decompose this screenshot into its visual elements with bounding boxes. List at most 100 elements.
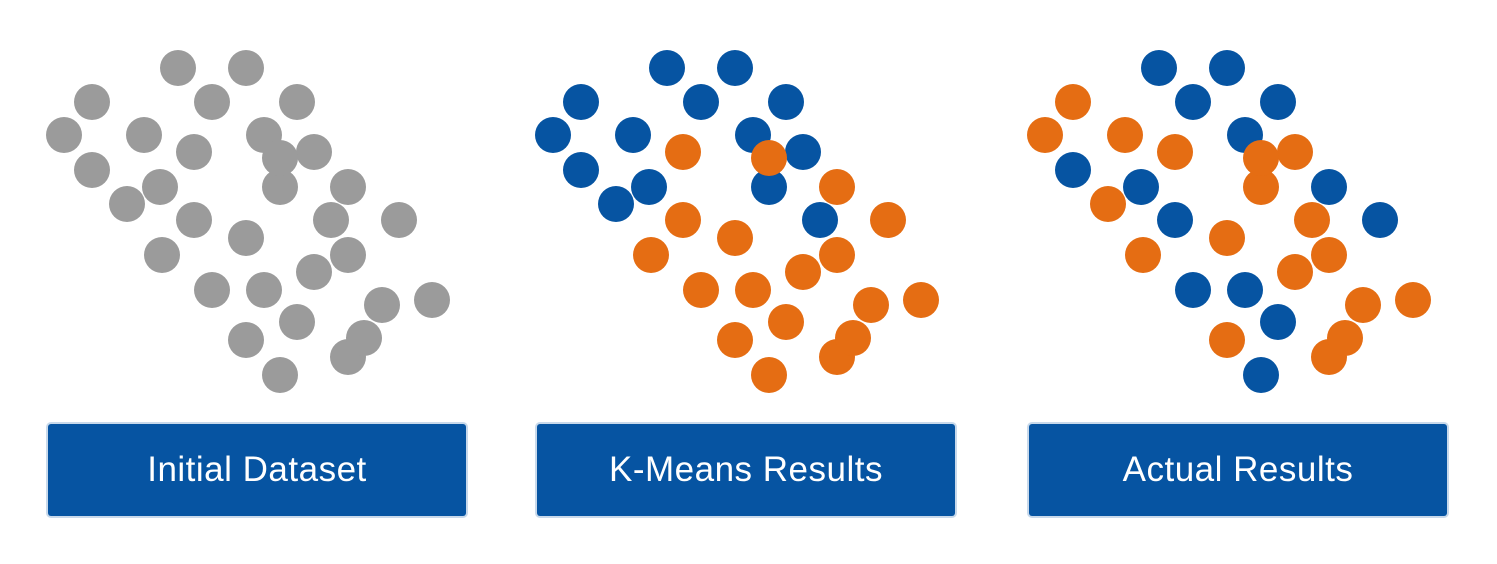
data-point-orange bbox=[1311, 237, 1347, 273]
data-point-orange bbox=[1345, 287, 1381, 323]
data-point-gray bbox=[381, 202, 417, 238]
data-point-orange bbox=[903, 282, 939, 318]
data-point-blue bbox=[615, 117, 651, 153]
data-point-gray bbox=[279, 84, 315, 120]
data-point-blue bbox=[1175, 84, 1211, 120]
data-point-gray bbox=[126, 117, 162, 153]
data-point-blue bbox=[563, 84, 599, 120]
data-point-blue bbox=[1362, 202, 1398, 238]
data-point-orange bbox=[1243, 169, 1279, 205]
data-point-orange bbox=[1107, 117, 1143, 153]
data-point-gray bbox=[194, 84, 230, 120]
data-point-blue bbox=[683, 84, 719, 120]
data-point-blue bbox=[751, 169, 787, 205]
data-point-orange bbox=[835, 320, 871, 356]
data-point-blue bbox=[1055, 152, 1091, 188]
data-point-orange bbox=[717, 322, 753, 358]
data-point-gray bbox=[313, 202, 349, 238]
data-point-gray bbox=[279, 304, 315, 340]
data-point-blue bbox=[1123, 169, 1159, 205]
data-point-gray bbox=[228, 322, 264, 358]
data-point-blue bbox=[1175, 272, 1211, 308]
data-point-gray bbox=[74, 84, 110, 120]
data-point-blue bbox=[598, 186, 634, 222]
data-point-gray bbox=[296, 254, 332, 290]
data-point-gray bbox=[262, 169, 298, 205]
data-point-blue bbox=[563, 152, 599, 188]
data-point-gray bbox=[228, 220, 264, 256]
data-point-blue bbox=[649, 50, 685, 86]
data-point-blue bbox=[717, 50, 753, 86]
data-point-blue bbox=[535, 117, 571, 153]
data-point-orange bbox=[751, 140, 787, 176]
data-point-gray bbox=[262, 140, 298, 176]
data-point-orange bbox=[785, 254, 821, 290]
data-point-blue bbox=[802, 202, 838, 238]
data-point-orange bbox=[1327, 320, 1363, 356]
data-point-orange bbox=[1090, 186, 1126, 222]
data-point-gray bbox=[364, 287, 400, 323]
data-point-gray bbox=[194, 272, 230, 308]
data-point-blue bbox=[1260, 304, 1296, 340]
data-point-orange bbox=[1125, 237, 1161, 273]
data-point-orange bbox=[1209, 220, 1245, 256]
data-point-gray bbox=[109, 186, 145, 222]
data-point-orange bbox=[870, 202, 906, 238]
data-point-gray bbox=[296, 134, 332, 170]
data-point-orange bbox=[1209, 322, 1245, 358]
data-point-orange bbox=[1055, 84, 1091, 120]
panel-initial-dataset: Initial Dataset bbox=[46, 0, 466, 564]
data-point-gray bbox=[176, 134, 212, 170]
data-point-blue bbox=[1227, 272, 1263, 308]
data-point-blue bbox=[768, 84, 804, 120]
data-point-orange bbox=[665, 134, 701, 170]
data-point-gray bbox=[330, 169, 366, 205]
data-point-orange bbox=[1294, 202, 1330, 238]
data-point-orange bbox=[665, 202, 701, 238]
data-point-gray bbox=[176, 202, 212, 238]
panel-actual-results: Actual Results bbox=[1027, 0, 1447, 564]
data-point-orange bbox=[683, 272, 719, 308]
data-point-orange bbox=[633, 237, 669, 273]
panel-kmeans-results: K-Means Results bbox=[535, 0, 955, 564]
data-point-orange bbox=[1277, 134, 1313, 170]
data-point-orange bbox=[751, 357, 787, 393]
data-point-gray bbox=[74, 152, 110, 188]
data-point-orange bbox=[1157, 134, 1193, 170]
data-point-orange bbox=[717, 220, 753, 256]
data-point-gray bbox=[160, 50, 196, 86]
data-point-blue bbox=[1141, 50, 1177, 86]
data-point-gray bbox=[346, 320, 382, 356]
data-point-orange bbox=[1027, 117, 1063, 153]
data-point-orange bbox=[735, 272, 771, 308]
label-kmeans-results: K-Means Results bbox=[537, 424, 955, 516]
data-point-blue bbox=[631, 169, 667, 205]
data-point-gray bbox=[414, 282, 450, 318]
data-point-gray bbox=[262, 357, 298, 393]
data-point-blue bbox=[1243, 357, 1279, 393]
label-actual-results: Actual Results bbox=[1029, 424, 1447, 516]
data-point-blue bbox=[1260, 84, 1296, 120]
data-point-orange bbox=[853, 287, 889, 323]
data-point-gray bbox=[142, 169, 178, 205]
data-point-orange bbox=[1277, 254, 1313, 290]
data-point-blue bbox=[1157, 202, 1193, 238]
data-point-orange bbox=[1395, 282, 1431, 318]
data-point-gray bbox=[144, 237, 180, 273]
data-point-gray bbox=[46, 117, 82, 153]
scatter-actual-results bbox=[1027, 50, 1431, 393]
data-point-orange bbox=[1243, 140, 1279, 176]
data-point-gray bbox=[330, 237, 366, 273]
data-point-blue bbox=[1209, 50, 1245, 86]
data-point-gray bbox=[228, 50, 264, 86]
data-point-gray bbox=[246, 272, 282, 308]
scatter-kmeans-results bbox=[535, 50, 939, 393]
data-point-orange bbox=[819, 237, 855, 273]
data-point-orange bbox=[819, 169, 855, 205]
data-point-blue bbox=[1311, 169, 1347, 205]
data-point-orange bbox=[768, 304, 804, 340]
data-point-blue bbox=[785, 134, 821, 170]
label-initial-dataset: Initial Dataset bbox=[48, 424, 466, 516]
scatter-initial-dataset bbox=[46, 50, 450, 393]
